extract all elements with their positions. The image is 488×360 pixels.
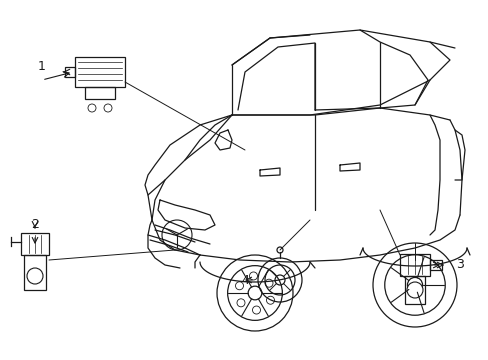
Circle shape: [27, 268, 43, 284]
Bar: [75, 57, 125, 87]
Text: 3: 3: [455, 258, 463, 271]
Text: 2: 2: [31, 219, 39, 231]
Bar: [65, 67, 75, 77]
Circle shape: [406, 282, 422, 298]
Bar: [404, 276, 424, 304]
Bar: [399, 254, 429, 276]
Circle shape: [88, 104, 96, 112]
Bar: [24, 255, 46, 290]
Text: 4: 4: [241, 274, 248, 287]
Text: 1: 1: [38, 60, 46, 73]
Bar: [21, 233, 49, 255]
Bar: [85, 87, 115, 99]
Bar: [429, 260, 441, 270]
Circle shape: [104, 104, 112, 112]
